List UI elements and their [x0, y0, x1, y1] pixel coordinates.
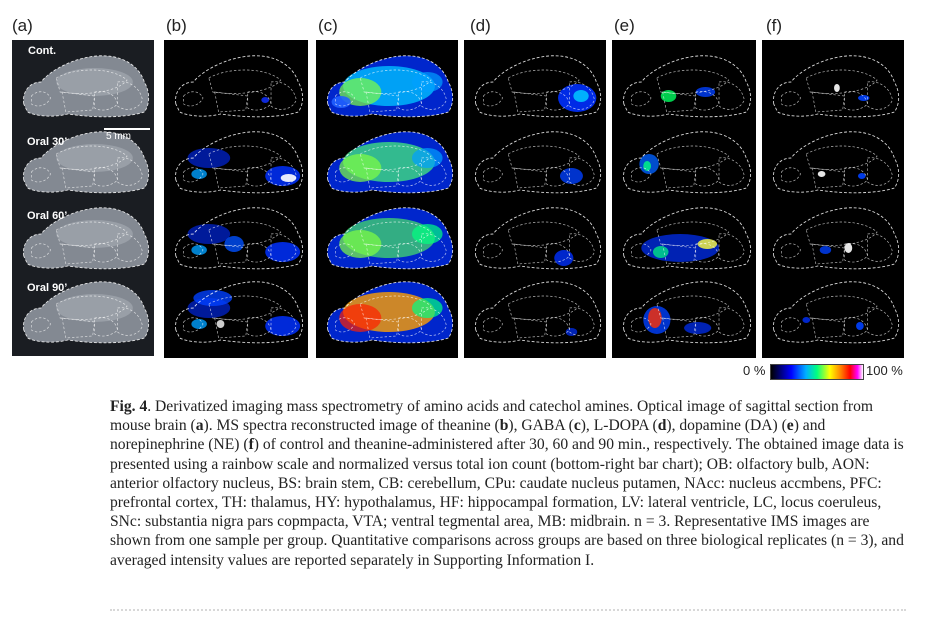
brain-section: [475, 207, 602, 270]
brain-section: [623, 207, 752, 270]
brain-section: [327, 207, 454, 270]
brain-section: [23, 207, 150, 270]
panel-label-c: (c): [318, 16, 338, 35]
scale-bar-line: [104, 128, 150, 130]
brain-section: [773, 281, 900, 344]
row-label-control: Cont.: [28, 45, 57, 57]
brain-section: [623, 131, 752, 194]
panel-label-a: (a): [12, 16, 33, 35]
panel-f-norepinephrine-image: [762, 40, 904, 358]
caption-ref-a: a: [195, 417, 204, 435]
figure-number: Fig. 4: [110, 398, 148, 415]
caption-ref-e: e: [786, 417, 794, 435]
panel-label-b: (b): [166, 16, 187, 35]
panel-label-f: (f): [766, 16, 783, 35]
brain-section: [23, 55, 150, 118]
brain-section: [773, 207, 900, 270]
caption-text: ), GABA (: [508, 417, 574, 435]
caption-ref-b: b: [499, 417, 509, 435]
brain-section: [327, 55, 454, 118]
caption-ref-d: d: [657, 417, 667, 435]
panel-d-ldopa-image: [464, 40, 606, 358]
figure-caption: Fig. 4. Derivatized imaging mass spectro…: [110, 397, 910, 570]
panel-c-gaba-image: [316, 40, 458, 358]
brain-section: [175, 281, 304, 344]
brain-section: [773, 131, 900, 194]
caption-ref-f: f: [248, 436, 254, 454]
caption-text: ). MS spectra reconstructed image of the…: [203, 417, 500, 435]
color-scale-min-label: 0 %: [743, 363, 766, 378]
caption-text: . Derivatized imaging mass spectrometry …: [110, 398, 873, 435]
brain-section: [327, 281, 454, 344]
brain-section: [23, 131, 150, 194]
caption-text: ) and norepinephrine (NE) (: [110, 417, 826, 454]
brain-section: [623, 55, 752, 118]
brain-section: [175, 55, 304, 118]
caption-text: ) of control and theanine-administered a…: [110, 436, 904, 569]
scale-bar-label: 5 mm: [106, 131, 131, 142]
footer-divider: [110, 609, 906, 611]
panel-label-d: (d): [470, 16, 491, 35]
brain-section: [475, 131, 602, 194]
row-label-oral-60: Oral 60’: [27, 210, 68, 222]
brain-section: [23, 281, 150, 344]
brain-section: [475, 281, 602, 344]
color-scale-bar: [770, 364, 864, 380]
color-scale-max-label: 100 %: [866, 363, 903, 378]
brain-section: [327, 131, 454, 194]
row-label-oral-90: Oral 90’: [27, 282, 68, 294]
caption-text: ), L-DOPA (: [580, 417, 658, 435]
brain-section: [175, 131, 304, 194]
caption-ref-c: c: [573, 417, 581, 435]
brain-section: [773, 55, 900, 118]
brain-section: [475, 55, 602, 118]
panel-a-optical-image: [12, 40, 154, 356]
panel-e-dopamine-image: [612, 40, 756, 358]
panel-label-e: (e): [614, 16, 635, 35]
brain-section: [175, 207, 304, 270]
brain-section: [623, 281, 752, 344]
row-label-oral-30: Oral 30’: [27, 136, 68, 148]
panel-b-theanine-image: [164, 40, 308, 358]
caption-text: ), dopamine (DA) (: [666, 417, 787, 435]
